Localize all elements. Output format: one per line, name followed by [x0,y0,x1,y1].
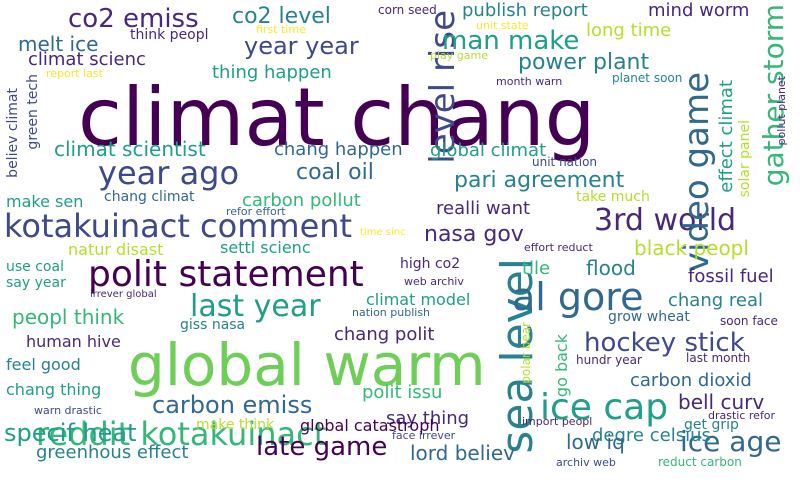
word: settl scienc [220,238,311,257]
word: last year [190,289,321,324]
word: pari agreement [454,168,625,193]
word: last month [686,351,751,365]
word: greenhous effect [36,442,189,463]
word: giss nasa [180,317,246,333]
word: play game [430,49,488,62]
word: chang thing [6,380,102,399]
word: natur disast [68,240,164,259]
word: global warm [128,331,486,399]
word: use coal [6,259,64,275]
word: pollut planet [775,76,788,146]
word: effort reduct [524,241,593,254]
word: irrever global [90,289,157,300]
word: realli want [436,198,531,219]
word: report last [46,67,103,80]
word: warn drastic [34,404,102,417]
word: corn seed [378,3,437,17]
word: bell curv [678,390,765,414]
word: chang real [668,290,764,311]
word: green tech [25,74,41,150]
word: co2 level [232,4,331,29]
word: tile [522,258,551,279]
word: black peopl [634,236,749,260]
word: fossil fuel [688,266,774,287]
word: human hive [26,332,121,351]
word: time sinc [360,227,406,238]
word: al gore [512,275,644,319]
word: long time [586,20,672,41]
word: grow wheat [608,309,690,325]
word: unit state [476,19,529,32]
word: late game [256,432,388,462]
word: year ago [98,154,240,192]
word: power plant [518,50,650,75]
word: hockey stick [584,328,745,358]
word: nation publish [352,306,431,319]
word: low iq [566,430,625,454]
word: kotakuinact comment [4,207,353,245]
word: co2 emiss [68,4,199,34]
word: believ climat [5,88,21,178]
word: web archiv [404,275,464,288]
word: 3rd world [594,203,737,238]
word: feel good [6,355,81,374]
word: year year [244,32,359,60]
word: polit statement [88,254,364,295]
word: effect climat [716,80,737,193]
word: get grip [684,417,739,433]
word: publish report [462,0,588,21]
word: month warn [496,75,563,88]
word: melt ice [18,32,99,56]
word: refor effort [226,205,286,218]
word: think peopl [130,27,209,43]
word: solar panel [737,120,753,198]
word: drastic refor [708,409,776,422]
word: take much [576,189,650,205]
word: go back [552,334,571,398]
word: carbon pollut [242,190,361,211]
word: peopl think [12,305,125,329]
word: make sen [6,192,84,211]
word: specif heat [4,419,137,447]
word: thing happen [212,62,332,83]
word: hundr year [576,353,642,367]
word: coal oil [296,160,374,185]
word: ice cap [540,387,669,428]
word: say thing [386,408,470,429]
word: high co2 [400,256,461,272]
word: planet soon [612,71,683,85]
word: make think [196,417,275,433]
word: soon face [720,314,778,328]
word: carbon emiss [152,391,313,419]
word: climat scienc [28,49,146,70]
word: reduct carbon [658,455,742,469]
word: face irrever [392,429,456,442]
word: flood [586,256,636,280]
word: archiv web [556,456,616,469]
word: degre celsius [592,425,711,446]
word: chang climat [104,189,195,205]
word: chang polit [334,324,435,345]
word: polar bear [519,322,533,384]
word: import peopl [522,415,593,428]
word: chang happen [274,139,403,160]
word: nasa gov [424,222,524,247]
word: global climat [430,140,547,161]
word: climat chang [78,71,596,164]
word: ice age [680,425,782,458]
word: first time [256,23,306,36]
word: mind worm [648,0,750,21]
word: unit nation [532,155,598,169]
word: carbon dioxid [630,370,752,391]
word: climat model [366,290,471,309]
word: say year [6,275,66,291]
word: man make [442,26,580,56]
word: lord believ [410,441,515,465]
word: climat scientist [54,137,206,161]
word: reddit kotakuinact [36,415,327,453]
word: polit issu [362,382,443,403]
word: global catastroph [300,416,440,435]
